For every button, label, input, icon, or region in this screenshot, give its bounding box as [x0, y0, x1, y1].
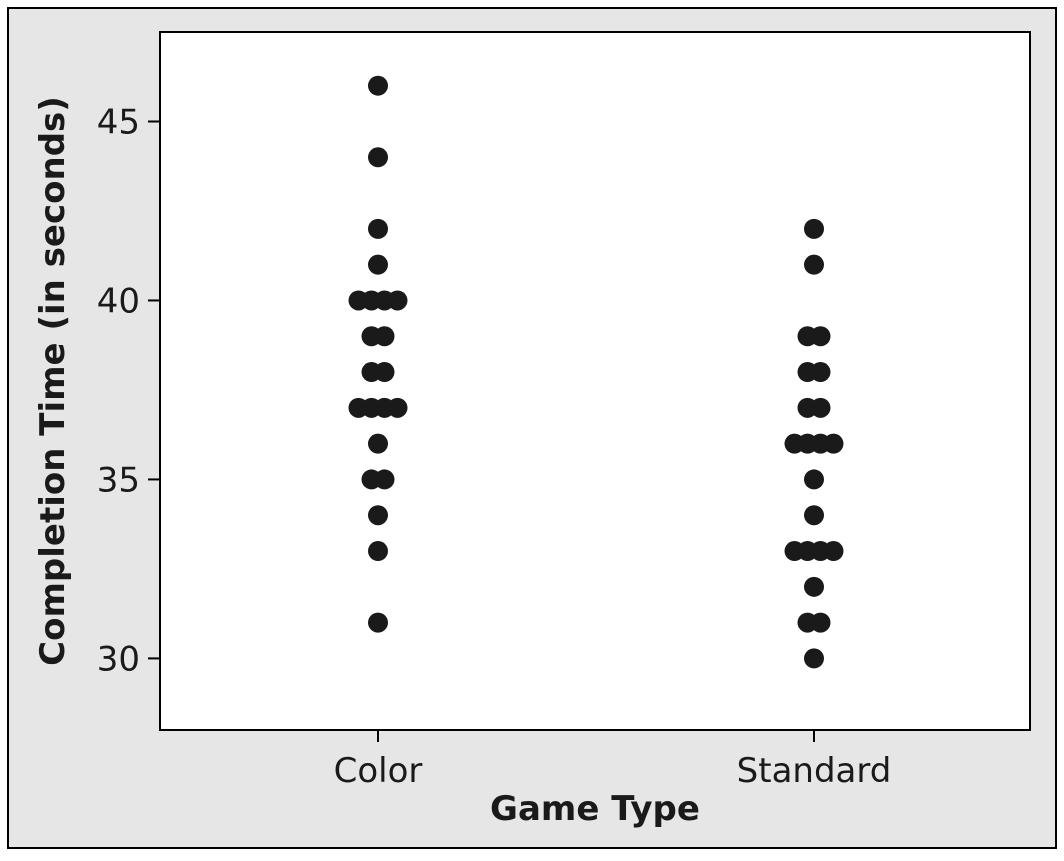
y-tick-label: 30 [97, 639, 140, 679]
y-axis-label: Completion Time (in seconds) [33, 96, 73, 666]
y-tick-label: 40 [97, 281, 140, 321]
data-point [368, 505, 388, 526]
data-point [374, 362, 395, 383]
data-point [804, 576, 824, 597]
data-points [348, 75, 844, 669]
data-point [810, 326, 831, 347]
data-point [823, 541, 844, 562]
data-point [804, 218, 824, 239]
data-point [804, 254, 824, 275]
data-point [387, 290, 408, 311]
x-tick-label: Color [334, 751, 423, 791]
data-point [368, 541, 388, 562]
data-point [368, 75, 388, 96]
x-axis: Color Standard [334, 730, 892, 791]
data-point [810, 362, 831, 383]
data-point [368, 218, 388, 239]
x-tick-label: Standard [737, 751, 892, 791]
data-point [804, 469, 824, 490]
data-point [374, 326, 395, 347]
data-point [387, 397, 408, 418]
x-axis-label: Game Type [490, 789, 700, 829]
y-tick-label: 45 [97, 102, 140, 142]
y-tick-label: 35 [97, 460, 140, 500]
data-point [810, 397, 831, 418]
data-point [368, 147, 388, 168]
data-point [810, 612, 831, 633]
data-point [804, 648, 824, 669]
data-point [374, 469, 395, 490]
data-point [368, 612, 388, 633]
y-axis: 30 35 40 45 [97, 102, 160, 679]
data-point [368, 433, 388, 454]
data-point [368, 254, 388, 275]
data-point [823, 433, 844, 454]
plot-area [159, 31, 1031, 731]
data-point [804, 505, 824, 526]
